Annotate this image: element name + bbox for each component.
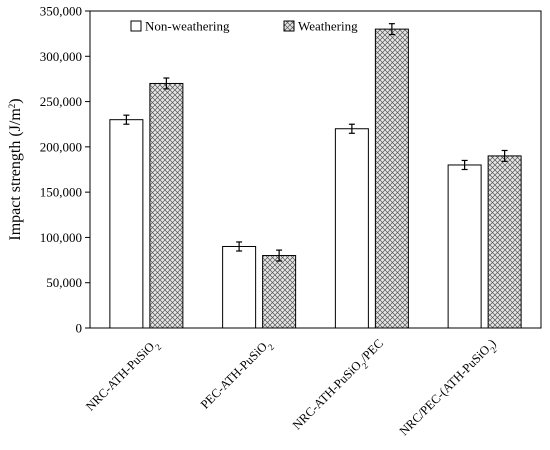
legend-label-weathering: Weathering [298,19,358,34]
bar-weathering [487,155,522,329]
x-category-label: NRC-ATH-PuSiO2 [83,336,163,416]
y-tick-label: 150,000 [40,185,82,200]
y-tick-label: 300,000 [40,49,82,64]
bar-non-weathering [222,245,257,329]
bar-weathering [149,82,184,329]
bar-non-weathering [109,119,144,329]
legend-label-non-weathering: Non-weathering [145,19,230,34]
x-category-label: PEC-ATH-PuSiO2 [198,336,276,414]
y-tick-label: 100,000 [40,230,82,245]
x-category-label: NRC-ATH-PuSiO2/PEC [290,336,389,435]
y-tick-label: 250,000 [40,94,82,109]
y-axis-label: Impact strength (J/m2) [7,98,24,240]
plot-frame [89,10,542,329]
bar-non-weathering [334,128,369,329]
y-tick-label: 350,000 [40,4,82,19]
y-tick-label: 0 [76,321,83,336]
plot-area: 0 50,000 100,000 150,000 200,000 250,000 300,0… [7,4,542,441]
legend-swatch-non-weathering [130,20,142,32]
y-tick-label: 50,000 [46,275,82,290]
y-tick-label: 200,000 [40,139,82,154]
bar-non-weathering [447,164,482,329]
legend-swatch-weathering [283,20,295,32]
x-category-label: NRC/PEC-(ATH-PuSiO2) [397,336,502,441]
bar-weathering [374,28,409,329]
bar-weathering [262,255,297,329]
